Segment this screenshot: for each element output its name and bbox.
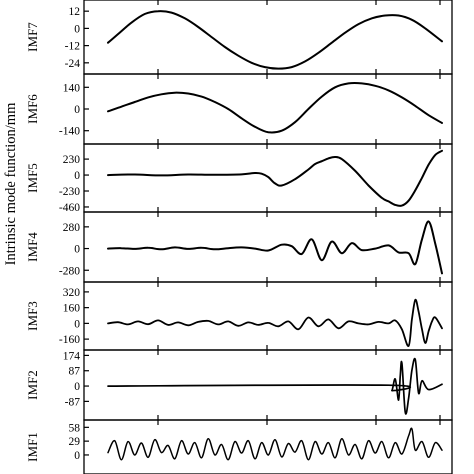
y-tick-label: 87 [69, 366, 81, 378]
series-line-imf5 [107, 149, 443, 207]
panel-label: IMF1 [25, 432, 40, 462]
panel-label: IMF6 [25, 94, 40, 124]
panel-frame [83, 73, 453, 145]
panel-label: IMF3 [25, 301, 40, 331]
y-tick-label: -280 [59, 265, 80, 277]
y-tick-label: 12 [69, 6, 81, 18]
series-line-imf1 [107, 427, 443, 461]
y-tick-label: 174 [63, 350, 81, 362]
y-tick-label: 230 [63, 154, 81, 166]
series-line-imf7 [107, 10, 443, 70]
y-tick-label: -160 [59, 334, 80, 346]
panel-frame [83, 211, 453, 283]
panel-imf2: 174 87 0 -87 IMF2 [25, 349, 453, 421]
y-tick-label: -12 [65, 41, 81, 53]
y-tick-label: -230 [59, 186, 80, 198]
panel-imf6: 140 0 -140 IMF6 [25, 73, 453, 145]
y-tick-label: 0 [74, 318, 80, 330]
y-axis-label: Intrinsic mode function/mm [3, 102, 19, 265]
panel-imf5: 230 0 -230 -460 IMF5 [25, 143, 453, 214]
y-tick-label: 0 [74, 244, 80, 256]
y-tick-label: 29 [69, 436, 81, 448]
y-tick-label: -140 [59, 126, 80, 138]
y-tick-label: -24 [65, 58, 81, 70]
y-tick-label: 280 [63, 222, 81, 234]
y-tick-label: 0 [74, 170, 80, 182]
y-tick-label: -87 [65, 396, 81, 408]
panel-imf1: 58 29 0 IMF1 [25, 419, 453, 474]
y-tick-label: 0 [74, 23, 80, 35]
series-line-imf2 [107, 357, 443, 415]
panel-imf3: 320 160 0 -160 IMF3 [25, 281, 453, 351]
y-tick-label: 0 [74, 104, 80, 116]
series-line-imf4 [107, 220, 443, 275]
y-tick-label: -460 [59, 202, 80, 214]
y-tick-label: 0 [74, 450, 80, 462]
panel-label: IMF4 [25, 232, 40, 262]
panel-frame [83, 419, 453, 474]
panel-frame [83, 281, 453, 351]
y-tick-label: 0 [74, 381, 80, 393]
y-tick-label: 320 [63, 287, 81, 299]
panel-label: IMF2 [25, 370, 40, 400]
imf-panels: 12 0 -12 -24 IMF7 140 0 -140 IMF6 230 0 -230 -460 IMF… [25, 0, 453, 474]
panel-label: IMF5 [25, 163, 40, 193]
y-tick-label: 58 [69, 422, 81, 434]
y-tick-label: 140 [63, 82, 81, 94]
panel-label: IMF7 [25, 22, 40, 52]
panel-imf7: 12 0 -12 -24 IMF7 [25, 0, 453, 75]
y-tick-label: 160 [63, 303, 81, 315]
series-line-imf3 [107, 298, 443, 347]
panel-frame [83, 0, 453, 75]
panel-imf4: 280 0 -280 IMF4 [25, 211, 453, 283]
series-line-imf6 [107, 82, 443, 134]
